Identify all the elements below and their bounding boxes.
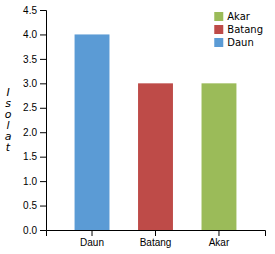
y-tick: 3.0: [23, 78, 46, 89]
y-tick: 1.0: [23, 176, 46, 187]
legend-swatch: [214, 38, 223, 47]
y-tick: 4.5: [23, 5, 46, 16]
legend-item: Daun: [214, 37, 254, 48]
x-axis-line: [47, 231, 266, 237]
x-tick-label: Akar: [209, 237, 230, 248]
y-tick-label: 2.5: [23, 102, 37, 113]
y-tick-label: 2.0: [23, 127, 37, 138]
y-tick-label: 3.0: [23, 78, 37, 89]
y-tick-label: 1.0: [23, 176, 37, 187]
y-tick-mark: [40, 34, 46, 35]
y-tick-mark: [40, 206, 46, 207]
y-tick: 0.5: [23, 200, 46, 211]
legend-swatch: [214, 12, 223, 21]
y-tick: 1.5: [23, 151, 46, 162]
y-tick: 4.0: [23, 29, 46, 40]
x-tick: Akar: [209, 230, 230, 248]
chart: 0.0 0.5 1.0 1.5 2.0 2.5 3.0 3.5 4.0 4.5 Daun Batang…: [0, 0, 275, 254]
x-tick-mark: [218, 230, 219, 236]
y-tick-label: 4.5: [23, 5, 37, 16]
legend-label: Batang: [227, 24, 263, 35]
y-tick-mark: [40, 181, 46, 182]
y-tick-label: 4.0: [23, 29, 37, 40]
y-tick-mark: [40, 157, 46, 158]
y-label-line: t: [6, 141, 11, 154]
x-tick-mark: [155, 230, 156, 236]
legend-label: Daun: [227, 37, 254, 48]
x-tick-label: Batang: [140, 237, 172, 248]
y-tick: 3.5: [23, 54, 46, 65]
y-tick-mark: [40, 59, 46, 60]
y-tick-mark: [40, 10, 46, 11]
y-tick: 2.5: [23, 102, 46, 113]
y-axis: 0.0 0.5 1.0 1.5 2.0 2.5 3.0 3.5 4.0 4.5: [23, 5, 46, 236]
y-tick-mark: [40, 83, 46, 84]
bars: [75, 34, 237, 230]
legend-swatch: [214, 25, 223, 34]
bar: [138, 83, 173, 230]
y-tick: 0.0: [23, 225, 46, 236]
legend-item: Akar: [214, 11, 251, 22]
x-tick-mark: [92, 230, 93, 236]
legend-item: Batang: [214, 24, 263, 35]
y-tick-mark: [40, 230, 46, 231]
x-axis: Daun Batang Akar: [47, 230, 266, 248]
x-tick: Daun: [80, 230, 104, 248]
y-tick-mark: [40, 132, 46, 133]
y-axis-line: [40, 11, 47, 231]
legend-label: Akar: [227, 11, 251, 22]
x-tick-label: Daun: [80, 237, 104, 248]
y-tick-label: 1.5: [23, 151, 37, 162]
bar: [75, 34, 110, 230]
y-tick-label: 0.0: [23, 225, 37, 236]
y-label: Isolat: [5, 86, 12, 154]
y-tick-label: 0.5: [23, 200, 37, 211]
x-tick: Batang: [140, 230, 172, 248]
y-tick-label: 3.5: [23, 54, 37, 65]
bar: [202, 83, 237, 230]
legend: Akar Batang Daun: [214, 11, 263, 48]
y-tick-mark: [40, 108, 46, 109]
plot: 0.0 0.5 1.0 1.5 2.0 2.5 3.0 3.5 4.0 4.5 Daun Batang…: [5, 5, 266, 248]
y-tick: 2.0: [23, 127, 46, 138]
